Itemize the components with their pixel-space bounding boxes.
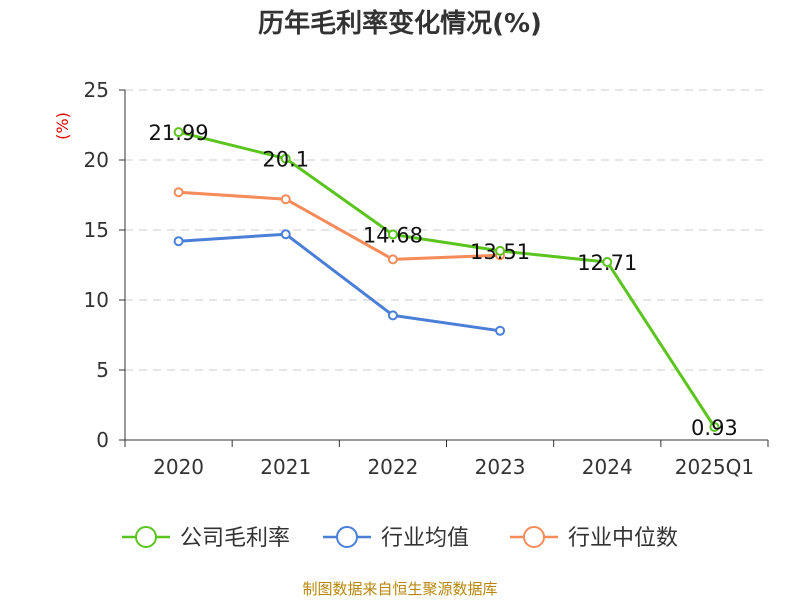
data-point: [387, 229, 398, 240]
y-axis-label: (%): [53, 112, 72, 140]
data-point: [495, 325, 506, 336]
data-point: [280, 229, 291, 240]
x-tick-label: 2021: [260, 455, 311, 479]
legend-item: 公司毛利率: [122, 526, 290, 551]
series-1: [173, 127, 720, 432]
legend: 公司毛利率 行业均值 行业中位数: [122, 526, 678, 551]
y-tick-label: 25: [84, 78, 109, 102]
data-point: [173, 187, 184, 198]
data-label: 21.99: [149, 121, 209, 145]
y-tick-label: 10: [84, 288, 109, 312]
series-group: [173, 127, 720, 432]
data-label: 20.1: [262, 148, 309, 172]
x-tick-label: 2024: [582, 455, 633, 479]
data-label: 12.71: [577, 251, 637, 275]
legend-marker: [336, 526, 358, 548]
x-tick-label: 2025Q1: [675, 455, 754, 479]
y-tick-label: 20: [84, 148, 109, 172]
data-labels: 21.99 20.1 14.68 13.51 12.71 0.93: [149, 121, 738, 440]
data-label: 13.51: [470, 240, 530, 264]
data-point: [602, 257, 613, 268]
series-3: [173, 187, 506, 265]
legend-marker: [523, 526, 545, 548]
data-point: [387, 254, 398, 265]
y-tick-label: 15: [84, 218, 109, 242]
x-tick-label: 2020: [153, 455, 204, 479]
legend-label: 行业均值: [381, 526, 469, 551]
legend-item: 行业均值: [323, 526, 469, 551]
data-point: [387, 310, 398, 321]
data-label: 14.68: [363, 223, 423, 247]
legend-marker: [135, 526, 157, 548]
grid-lines: [125, 89, 768, 371]
data-point: [280, 153, 291, 164]
data-point: [280, 194, 291, 205]
data-point: [495, 245, 506, 256]
y-tick-label: 0: [96, 428, 109, 452]
legend-label: 公司毛利率: [180, 526, 290, 551]
chart-title: 历年毛利率变化情况(%): [258, 8, 542, 39]
data-label: 0.93: [691, 416, 738, 440]
series-2: [173, 229, 506, 336]
legend-label: 行业中位数: [568, 526, 678, 551]
x-tick-labels: 2020 2021 2022 2023 2024 2025Q1: [153, 455, 754, 479]
x-tick-label: 2023: [475, 455, 526, 479]
series-line: [178, 190, 501, 261]
legend-item: 行业中位数: [510, 526, 678, 551]
data-point: [173, 127, 184, 138]
series-line: [178, 130, 716, 428]
y-tick-label: 5: [96, 358, 109, 382]
axes: [119, 89, 769, 447]
x-tick-label: 2022: [367, 455, 418, 479]
data-point: [709, 421, 720, 432]
series-line: [178, 232, 501, 333]
y-tick-labels: 0 5 10 15 20 25: [84, 78, 109, 452]
data-point: [173, 236, 184, 247]
source-note: 制图数据来自恒生聚源数据库: [302, 580, 497, 598]
